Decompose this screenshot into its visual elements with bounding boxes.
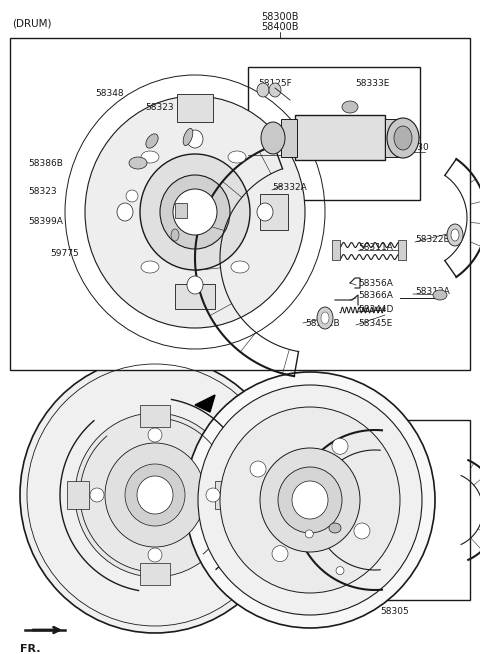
Text: 58399A: 58399A (28, 218, 63, 226)
Bar (333, 420, 470, 600)
Ellipse shape (148, 428, 162, 442)
Text: 58323: 58323 (145, 103, 174, 111)
Ellipse shape (305, 530, 313, 538)
Bar (140, 405, 170, 427)
Ellipse shape (394, 126, 412, 150)
Ellipse shape (336, 445, 344, 453)
Text: 58400B: 58400B (261, 22, 299, 32)
Ellipse shape (269, 83, 281, 97)
Ellipse shape (57, 67, 333, 357)
Bar (248, 67, 420, 200)
Text: 1220FS: 1220FS (336, 526, 370, 534)
Bar (175, 284, 215, 309)
Ellipse shape (173, 189, 217, 235)
Ellipse shape (105, 443, 205, 547)
Ellipse shape (171, 229, 179, 241)
Ellipse shape (117, 203, 133, 221)
Text: 58332A: 58332A (355, 150, 390, 160)
Ellipse shape (231, 261, 249, 273)
Ellipse shape (148, 548, 162, 562)
Ellipse shape (317, 307, 333, 329)
Ellipse shape (129, 157, 147, 169)
Text: 58345E: 58345E (358, 318, 392, 328)
Text: 58356A: 58356A (358, 279, 393, 288)
Ellipse shape (140, 154, 250, 270)
Text: 58332A: 58332A (272, 184, 307, 192)
Ellipse shape (146, 134, 158, 148)
Bar (332, 240, 340, 260)
Text: 58333E: 58333E (355, 78, 389, 88)
Ellipse shape (75, 413, 235, 577)
Text: 59775: 59775 (50, 249, 79, 258)
Ellipse shape (187, 276, 203, 294)
Text: 58348: 58348 (95, 88, 124, 97)
Bar (398, 240, 406, 260)
Ellipse shape (141, 261, 159, 273)
Ellipse shape (447, 224, 463, 246)
Text: 58311A: 58311A (358, 243, 393, 252)
Ellipse shape (305, 482, 313, 490)
Text: 58411A: 58411A (268, 436, 303, 445)
Ellipse shape (332, 438, 348, 455)
Bar (215, 481, 237, 509)
Ellipse shape (257, 203, 273, 221)
Bar (67, 481, 89, 509)
Bar (260, 194, 288, 230)
Ellipse shape (292, 481, 328, 519)
Ellipse shape (336, 566, 344, 575)
Ellipse shape (137, 476, 173, 514)
Text: 58344D: 58344D (358, 305, 394, 315)
Text: 58125F: 58125F (258, 78, 292, 88)
Bar (175, 203, 187, 218)
Ellipse shape (272, 545, 288, 562)
Ellipse shape (85, 96, 305, 328)
Ellipse shape (125, 464, 185, 526)
Ellipse shape (141, 151, 159, 163)
Polygon shape (195, 395, 215, 412)
Ellipse shape (206, 488, 220, 502)
Text: FR.: FR. (20, 644, 40, 654)
Ellipse shape (433, 290, 447, 300)
Bar (385, 119, 399, 157)
Ellipse shape (451, 229, 459, 241)
Bar (295, 115, 385, 160)
Ellipse shape (198, 385, 422, 615)
Text: (DRUM): (DRUM) (12, 18, 51, 28)
Ellipse shape (261, 122, 285, 154)
Ellipse shape (126, 190, 138, 202)
Ellipse shape (321, 312, 329, 324)
Bar (140, 563, 170, 585)
Text: 58322B: 58322B (305, 318, 340, 328)
Text: 58305: 58305 (381, 608, 409, 617)
Ellipse shape (257, 83, 269, 97)
Ellipse shape (250, 461, 266, 477)
Text: 58330: 58330 (400, 143, 429, 152)
Ellipse shape (260, 448, 360, 552)
Bar (10, 38, 470, 370)
Bar (281, 119, 297, 157)
Ellipse shape (228, 151, 246, 163)
Text: 58322B: 58322B (415, 235, 450, 245)
Ellipse shape (329, 523, 341, 533)
Ellipse shape (20, 357, 290, 633)
Ellipse shape (278, 467, 342, 533)
Ellipse shape (342, 101, 358, 113)
Ellipse shape (160, 175, 230, 249)
Ellipse shape (183, 128, 193, 146)
Ellipse shape (220, 407, 400, 593)
Text: 58386B: 58386B (28, 158, 63, 167)
Ellipse shape (90, 488, 104, 502)
Text: 58366A: 58366A (358, 292, 393, 300)
Bar (177, 94, 213, 122)
Text: 58312A: 58312A (415, 288, 450, 296)
Text: 58300B: 58300B (261, 12, 299, 22)
Ellipse shape (187, 130, 203, 148)
Ellipse shape (185, 372, 435, 628)
Ellipse shape (354, 523, 370, 539)
Text: 58323: 58323 (28, 188, 57, 196)
Ellipse shape (387, 118, 419, 158)
